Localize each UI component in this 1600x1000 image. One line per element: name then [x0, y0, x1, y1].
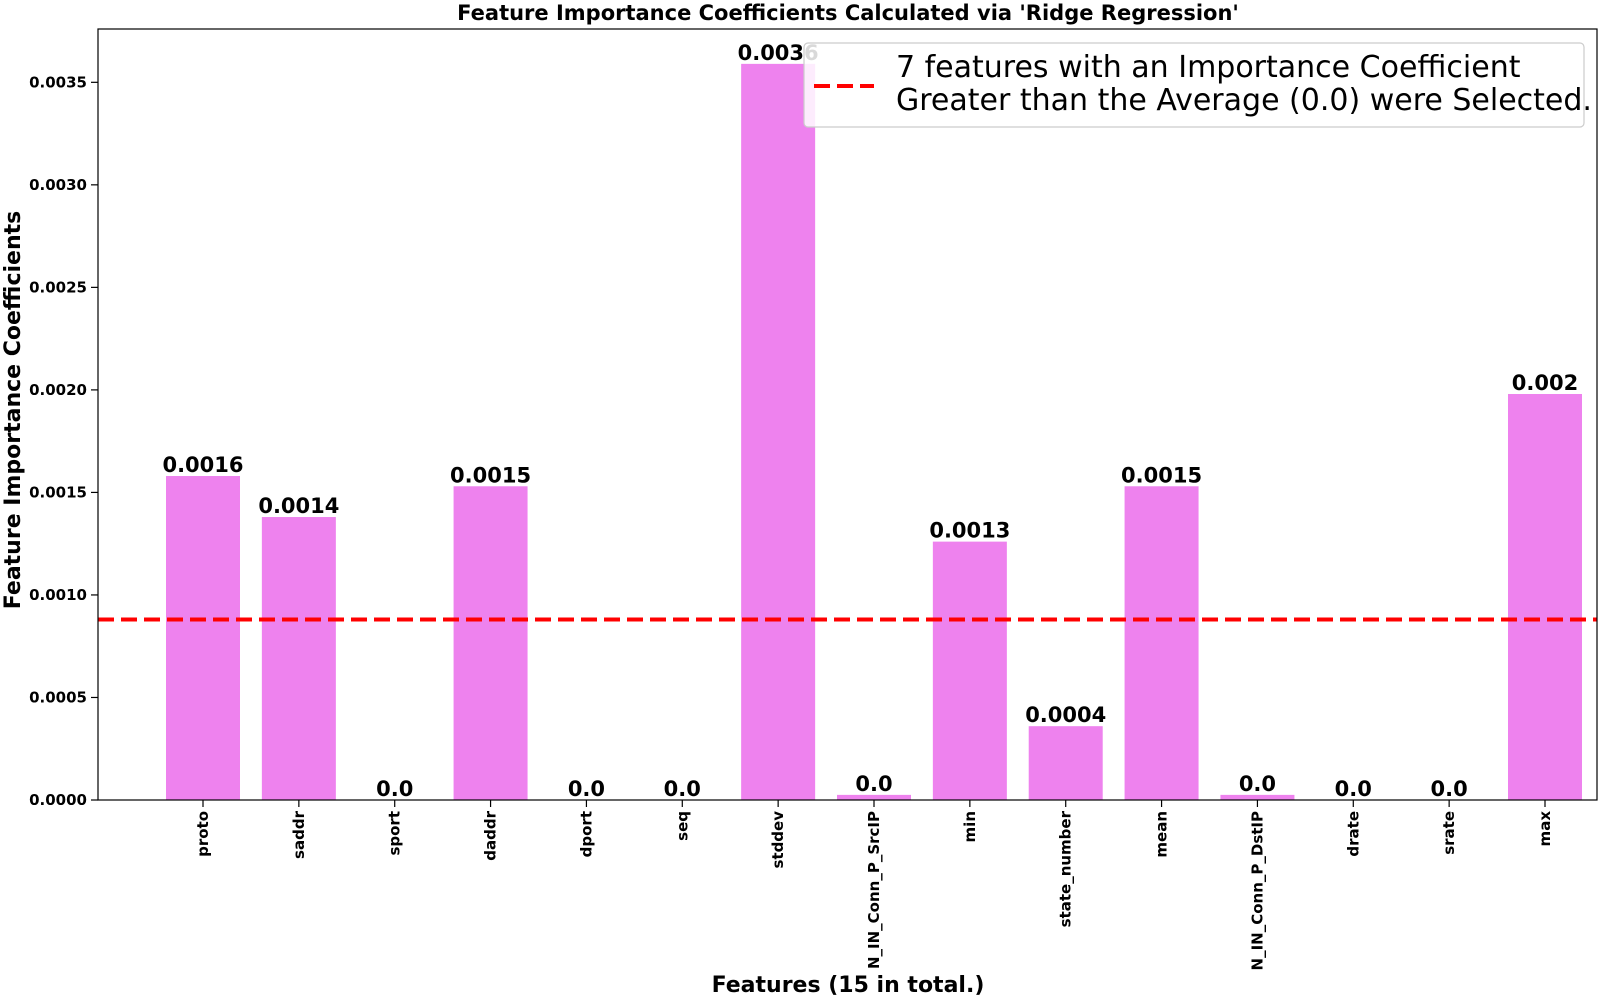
- value-label-dport: 0.0: [568, 777, 605, 801]
- value-label-min: 0.0013: [929, 519, 1010, 543]
- value-label-sport: 0.0: [376, 777, 413, 801]
- bar-stddev: [741, 63, 816, 800]
- bar-max: [1508, 393, 1582, 800]
- value-label-stddev: 0.0036: [738, 41, 819, 65]
- bar-proto: [166, 476, 240, 800]
- x-tick-label-seq: seq: [673, 811, 691, 841]
- value-label-seq: 0.0: [664, 777, 701, 801]
- bars-group: [166, 63, 1582, 800]
- x-tick-label-srate: srate: [1440, 811, 1458, 855]
- y-tick-label: 0.0000: [29, 791, 87, 809]
- x-tick-label-dport: dport: [577, 811, 595, 857]
- x-tick-label-min: min: [961, 811, 979, 842]
- x-axis-label: Features (15 in total.): [712, 973, 985, 998]
- x-tick-label-saddr: saddr: [290, 810, 308, 859]
- x-tick-label-proto: proto: [194, 811, 212, 857]
- x-tick-label-stddev: stddev: [769, 811, 787, 869]
- value-label-drate: 0.0: [1335, 777, 1372, 801]
- value-label-max: 0.002: [1512, 371, 1578, 395]
- x-tick-label-mean: mean: [1153, 811, 1171, 858]
- y-tick-label: 0.0010: [29, 586, 87, 604]
- value-label-mean: 0.0015: [1121, 463, 1202, 487]
- bar-daddr: [453, 486, 528, 800]
- y-tick-label: 0.0020: [29, 381, 87, 399]
- value-label-state_number: 0.0004: [1025, 703, 1106, 727]
- y-tick-label: 0.0015: [29, 483, 87, 501]
- y-tick-label: 0.0030: [29, 176, 87, 194]
- value-label-saddr: 0.0014: [258, 494, 339, 518]
- y-tick-label: 0.0005: [29, 688, 87, 706]
- x-tick-label-sport: sport: [386, 811, 404, 856]
- bar-saddr: [261, 517, 336, 800]
- bar-min: [932, 541, 1007, 800]
- value-label-srate: 0.0: [1431, 777, 1468, 801]
- y-axis: 0.0000 0.0005 0.0010 0.0015 0.0020 0.0025 0.00…: [29, 73, 98, 809]
- bar-N_IN_Conn_P_SrcIP: [837, 794, 911, 800]
- x-tick-label-N_IN_Conn_P_DstIP: N_IN_Conn_P_DstIP: [1248, 811, 1266, 970]
- bar-N_IN_Conn_P_DstIP: [1220, 794, 1295, 800]
- value-label-proto: 0.0016: [162, 453, 243, 477]
- legend: 7 features with an Importance Coefficien…: [803, 42, 1592, 128]
- bar-state_number: [1028, 726, 1103, 800]
- x-tick-label-daddr: daddr: [482, 810, 500, 860]
- plot-frame: [97, 28, 1598, 801]
- y-axis-label: Feature Importance Coefficients: [1, 211, 26, 609]
- legend-box: [803, 42, 1585, 128]
- value-label-daddr: 0.0015: [450, 463, 531, 487]
- value-label-N_IN_Conn_P_SrcIP: 0.0: [855, 772, 892, 796]
- bar-mean: [1124, 486, 1199, 800]
- legend-label-line-2: Greater than the Average (0.0) were Sele…: [896, 83, 1592, 118]
- legend-label-line-1: 7 features with an Importance Coefficien…: [896, 50, 1521, 85]
- value-label-N_IN_Conn_P_DstIP: 0.0: [1239, 772, 1276, 796]
- x-tick-label-N_IN_Conn_P_SrcIP: N_IN_Conn_P_SrcIP: [865, 811, 883, 969]
- y-tick-label: 0.0035: [29, 73, 87, 91]
- x-tick-label-drate: drate: [1344, 811, 1362, 857]
- x-tick-label-max: max: [1536, 811, 1554, 847]
- y-tick-label: 0.0025: [29, 278, 87, 296]
- x-tick-label-state_number: state_number: [1057, 810, 1075, 927]
- x-axis: proto saddr sport daddr dport seq stddev N_IN_C…: [194, 800, 1554, 970]
- chart-title: Feature Importance Coefficients Calculat…: [457, 1, 1239, 25]
